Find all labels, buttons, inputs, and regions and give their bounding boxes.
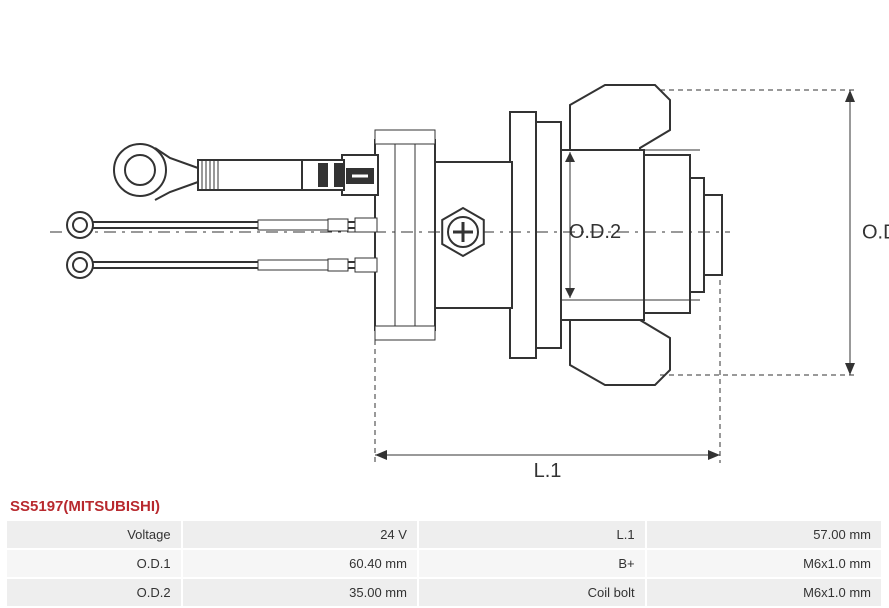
spec-label: Voltage [7, 521, 181, 548]
technical-drawing: O.D.2 L.1 O.D.1 [0, 0, 889, 490]
spec-value: M6x1.0 mm [647, 550, 881, 577]
spec-value: 60.40 mm [183, 550, 417, 577]
svg-text:O.D.2: O.D.2 [569, 221, 621, 243]
spec-label: L.1 [419, 521, 645, 548]
spec-value: 57.00 mm [647, 521, 881, 548]
spec-label: O.D.2 [7, 579, 181, 606]
spec-table: Voltage24 VL.157.00 mm O.D.160.40 mmB+M6x… [5, 519, 883, 608]
svg-text:L.1: L.1 [534, 460, 562, 482]
spec-label: B+ [419, 550, 645, 577]
spec-label: O.D.1 [7, 550, 181, 577]
svg-text:O.D.1: O.D.1 [862, 222, 889, 244]
spec-label: Coil bolt [419, 579, 645, 606]
spec-value: M6x1.0 mm [647, 579, 881, 606]
spec-value: 24 V [183, 521, 417, 548]
part-title: SS5197(MITSUBISHI) [0, 490, 889, 519]
spec-value: 35.00 mm [183, 579, 417, 606]
